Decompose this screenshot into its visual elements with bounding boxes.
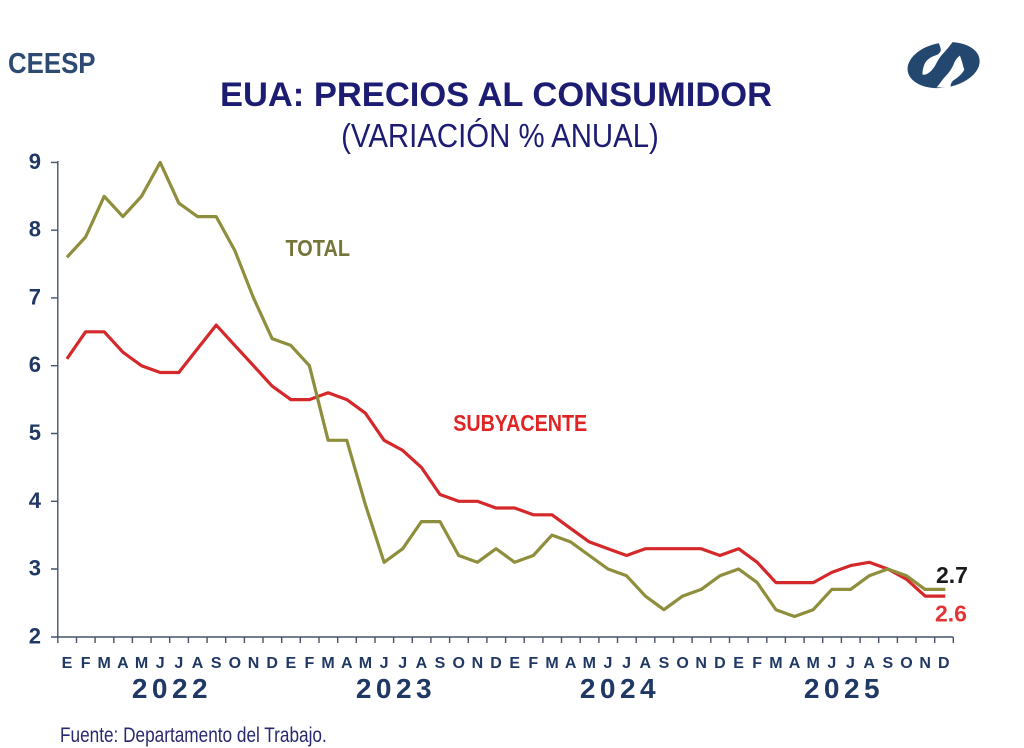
svg-text:S: S — [659, 655, 670, 672]
svg-text:A: A — [789, 655, 801, 672]
svg-text:M: M — [98, 655, 111, 672]
svg-text:J: J — [827, 655, 836, 672]
svg-text:E: E — [285, 655, 296, 672]
svg-text:E: E — [509, 655, 520, 672]
svg-text:A: A — [416, 655, 428, 672]
svg-text:M: M — [359, 655, 372, 672]
svg-text:M: M — [807, 655, 820, 672]
svg-text:2.6: 2.6 — [935, 601, 967, 627]
svg-text:9: 9 — [29, 149, 41, 174]
svg-text:M: M — [769, 655, 782, 672]
svg-text:A: A — [117, 655, 129, 672]
svg-text:D: D — [266, 655, 278, 672]
svg-text:J: J — [380, 655, 389, 672]
svg-text:F: F — [81, 655, 91, 672]
svg-text:2.7: 2.7 — [936, 562, 968, 588]
svg-text:M: M — [545, 655, 558, 672]
svg-text:7: 7 — [29, 284, 41, 309]
svg-text:N: N — [472, 655, 484, 672]
svg-text:S: S — [435, 655, 446, 672]
svg-text:F: F — [752, 655, 762, 672]
svg-text:A: A — [341, 655, 353, 672]
svg-text:2: 2 — [29, 623, 41, 648]
svg-text:O: O — [900, 655, 912, 672]
svg-text:F: F — [305, 655, 315, 672]
svg-text:A: A — [640, 655, 652, 672]
svg-text:J: J — [156, 655, 165, 672]
svg-text:F: F — [528, 655, 538, 672]
svg-text:E: E — [62, 655, 73, 672]
svg-text:TOTAL: TOTAL — [286, 235, 351, 261]
svg-text:N: N — [695, 655, 707, 672]
svg-text:J: J — [174, 655, 183, 672]
svg-text:5: 5 — [29, 420, 41, 445]
svg-text:A: A — [863, 655, 875, 672]
svg-text:8: 8 — [29, 217, 41, 242]
svg-text:O: O — [452, 655, 464, 672]
svg-text:M: M — [583, 655, 596, 672]
svg-text:A: A — [192, 655, 204, 672]
svg-text:D: D — [490, 655, 502, 672]
svg-text:D: D — [714, 655, 726, 672]
svg-text:2023: 2023 — [356, 673, 436, 704]
svg-text:2022: 2022 — [132, 673, 212, 704]
svg-text:6: 6 — [29, 352, 41, 377]
svg-text:D: D — [938, 655, 950, 672]
svg-text:4: 4 — [29, 488, 42, 513]
svg-text:N: N — [919, 655, 931, 672]
svg-text:J: J — [398, 655, 407, 672]
svg-text:O: O — [229, 655, 241, 672]
svg-text:O: O — [676, 655, 688, 672]
svg-text:2024: 2024 — [580, 673, 660, 704]
svg-text:S: S — [882, 655, 893, 672]
svg-text:A: A — [565, 655, 577, 672]
svg-text:M: M — [321, 655, 334, 672]
svg-text:N: N — [248, 655, 260, 672]
svg-text:J: J — [622, 655, 631, 672]
svg-text:S: S — [211, 655, 222, 672]
svg-text:3: 3 — [29, 556, 41, 581]
svg-text:J: J — [604, 655, 613, 672]
svg-text:E: E — [733, 655, 744, 672]
svg-text:M: M — [135, 655, 148, 672]
svg-text:2025: 2025 — [804, 673, 884, 704]
svg-text:SUBYACENTE: SUBYACENTE — [453, 410, 587, 436]
svg-text:J: J — [846, 655, 855, 672]
